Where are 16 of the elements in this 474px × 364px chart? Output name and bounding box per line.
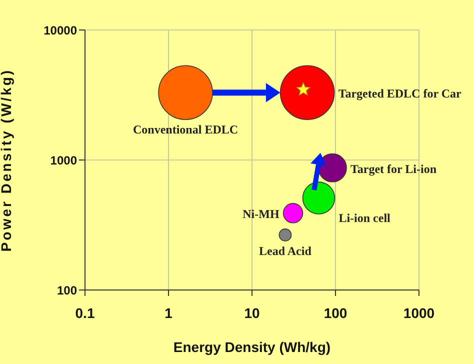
x-tick-label: 1	[164, 304, 173, 321]
x-tick-label: 1000	[403, 304, 435, 321]
x-tick-label: 10	[244, 304, 260, 321]
series-label: Targeted EDLC for Car	[338, 86, 462, 101]
y-tick-label: 1000	[50, 153, 78, 168]
series-label: Conventional EDLC	[133, 122, 238, 137]
series-label: Target for Li-ion	[350, 162, 437, 176]
y-tick-label: 10000	[44, 23, 78, 38]
series-label: Ni-MH	[242, 207, 280, 222]
series-label: Lead Acid	[259, 244, 312, 258]
x-tick-label: 0.1	[75, 304, 95, 321]
series-label: Li-ion cell	[338, 210, 392, 225]
x-axis-title: Energy Density (Wh/kg)	[173, 339, 331, 355]
y-axis-title: Power Density (W/kg)	[0, 68, 14, 252]
y-tick-label: 100	[56, 283, 78, 298]
x-tick-label: 100	[324, 304, 348, 321]
